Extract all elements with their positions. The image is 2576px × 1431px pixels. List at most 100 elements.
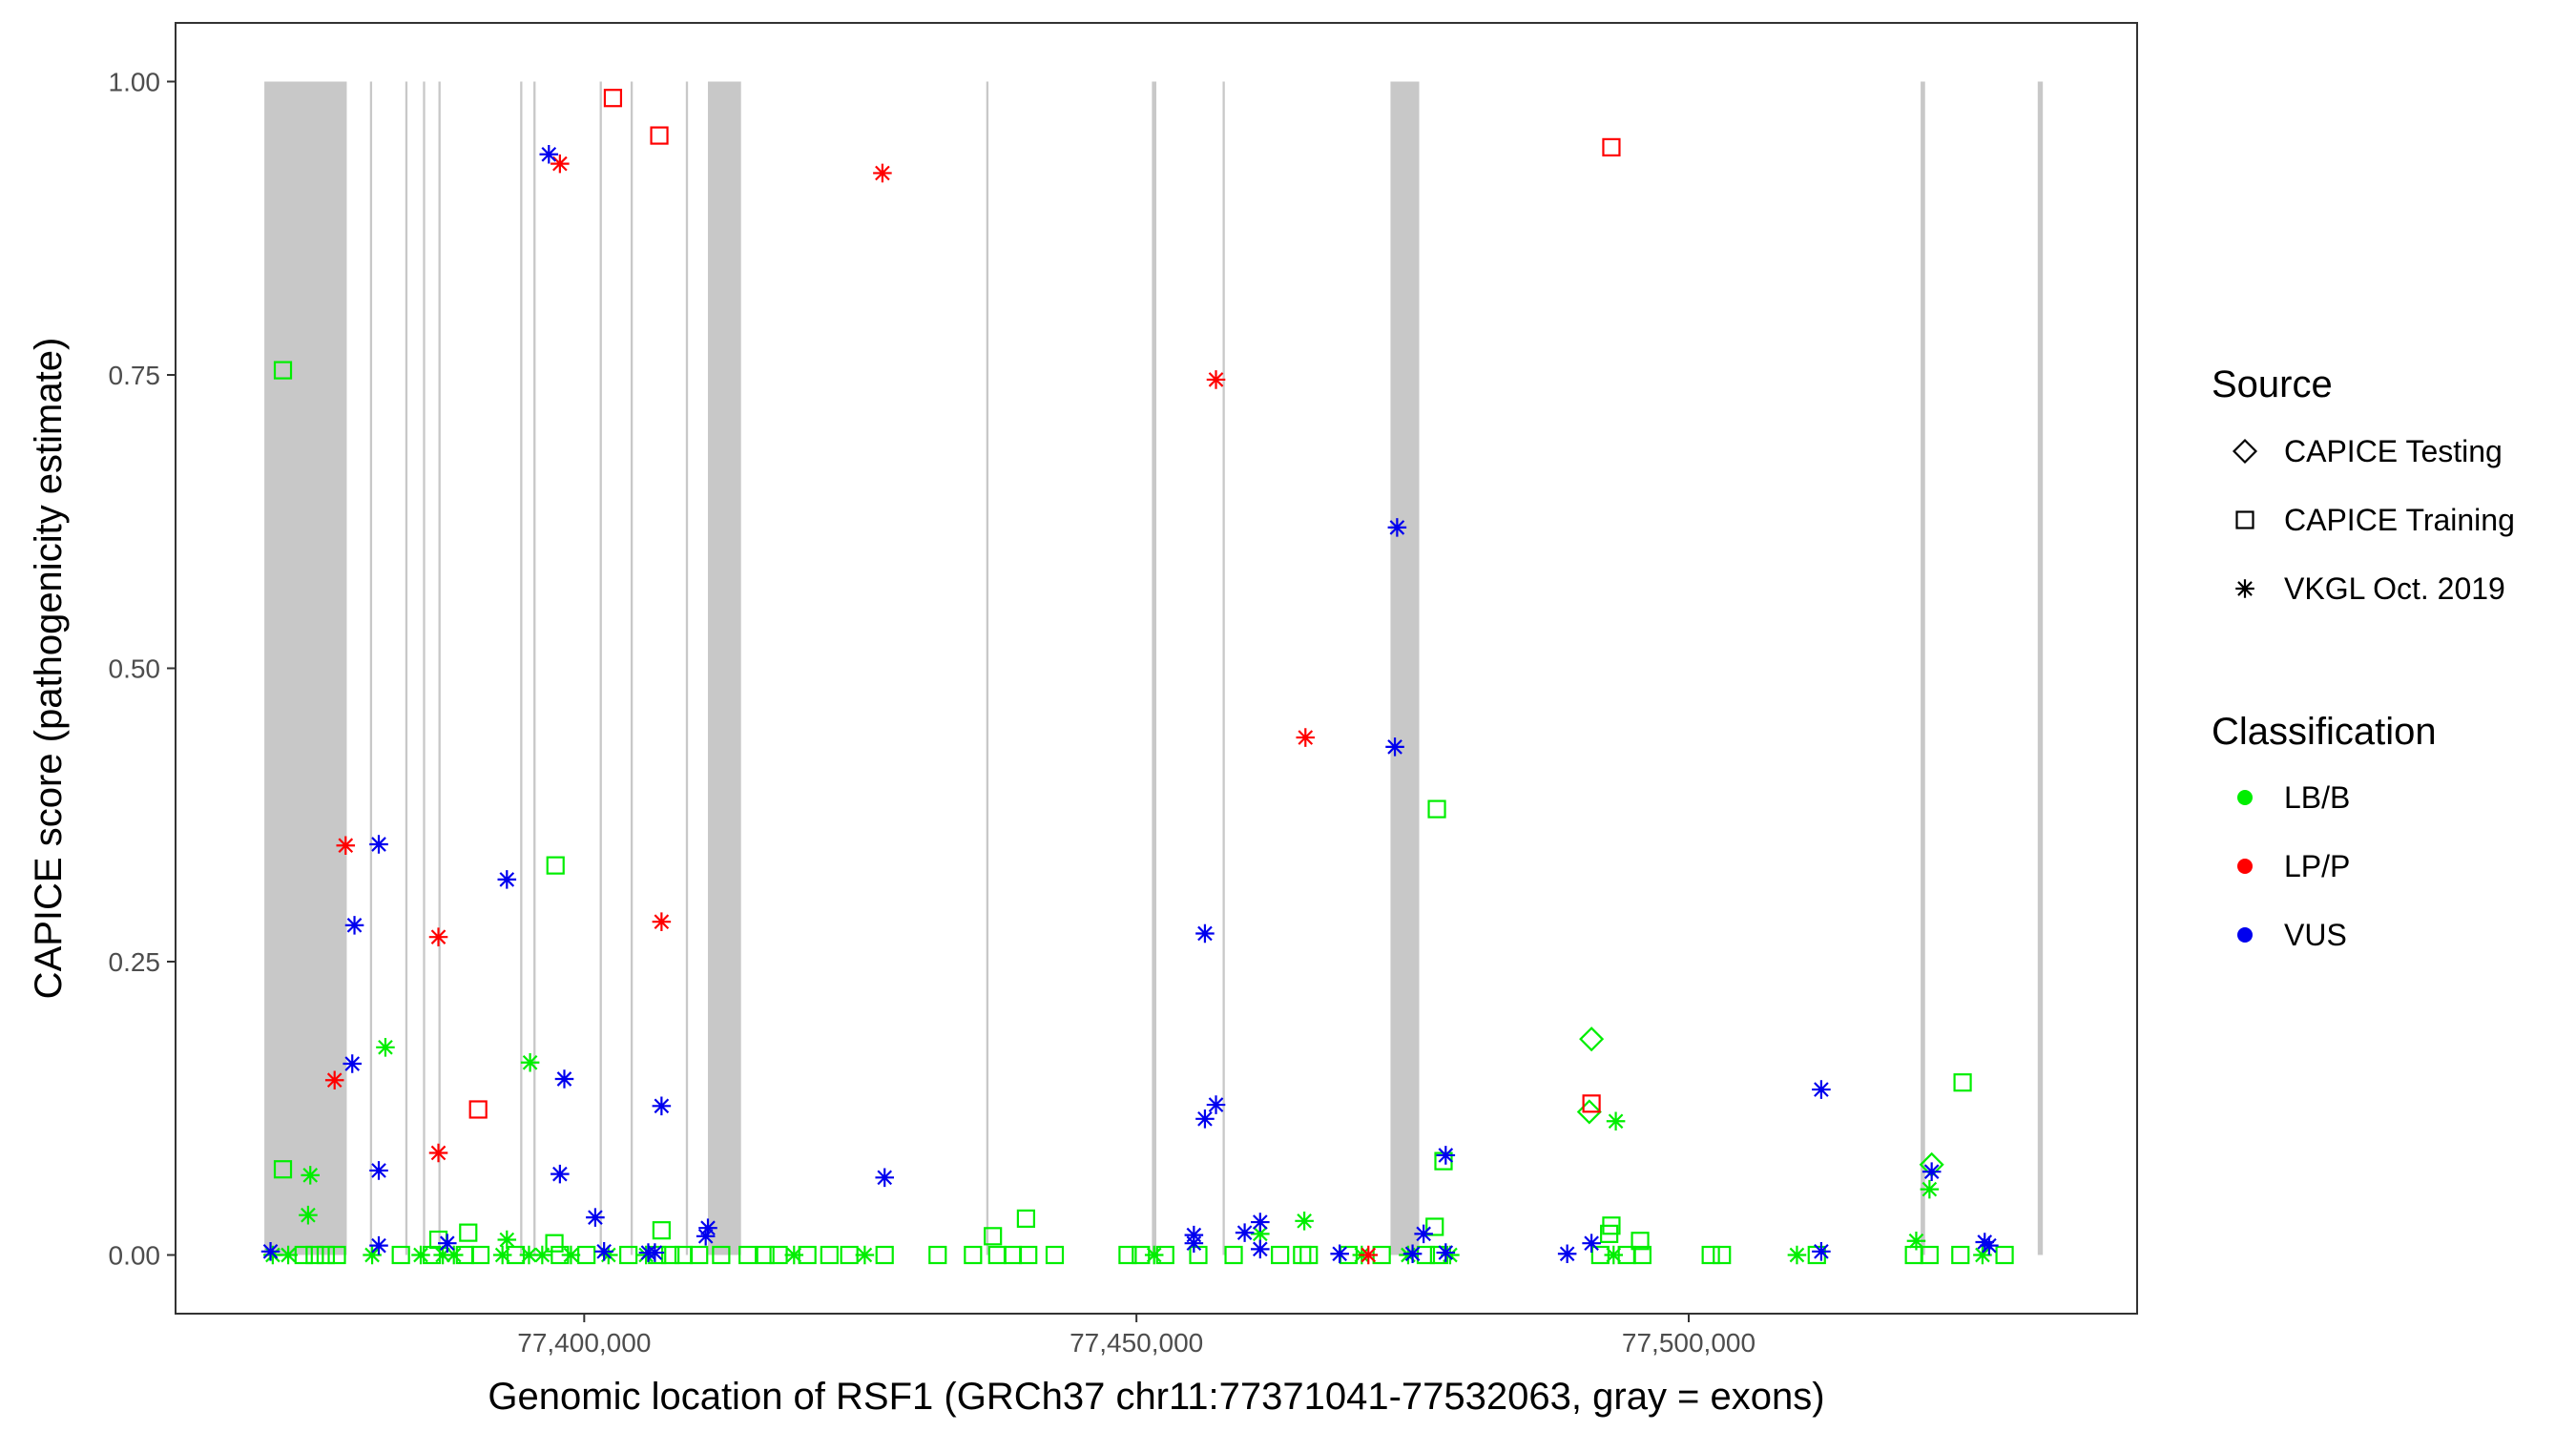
point-vkgl-lpp — [324, 1070, 344, 1090]
point-capice-training-lbb — [1904, 1245, 1923, 1265]
point-vkgl-lpp — [873, 163, 892, 183]
point-vkgl-vus — [698, 1218, 717, 1237]
point-vkgl-vus — [539, 144, 559, 164]
point-capice-training-lbb — [577, 1245, 596, 1265]
point-vkgl-vus — [1184, 1234, 1204, 1253]
point-capice-training-lbb — [273, 361, 293, 380]
point-vkgl-vus — [551, 1164, 570, 1184]
point-vkgl-vus — [1582, 1234, 1601, 1253]
point-vkgl-lbb — [1441, 1245, 1460, 1265]
point-vkgl-lbb — [520, 1053, 540, 1072]
point-vkgl-vus — [369, 1235, 388, 1255]
legend-classification-label: VUS — [2284, 918, 2347, 952]
legend-source-label: VKGL Oct. 2019 — [2284, 571, 2505, 606]
x-axis: 77,400,000 77,450,000 77,500,000 — [517, 1314, 1755, 1358]
exon-band — [685, 81, 689, 1255]
point-vkgl-lbb — [444, 1245, 464, 1265]
exon-band — [520, 81, 523, 1255]
point-vkgl-vus — [1812, 1242, 1831, 1261]
point-vkgl-lbb — [1906, 1231, 1926, 1251]
point-capice-training-lbb — [1416, 1245, 1436, 1265]
point-capice-testing-lbb — [1579, 1027, 1605, 1052]
exon-band — [405, 81, 408, 1255]
point-capice-training-lbb — [1425, 1217, 1444, 1236]
point-vkgl-lpp — [1296, 728, 1316, 747]
point-vkgl-lbb — [519, 1245, 539, 1265]
point-capice-training-lbb — [1600, 1224, 1619, 1243]
point-vkgl-vus — [875, 1168, 894, 1188]
point-vkgl-lbb — [1787, 1245, 1807, 1265]
point-capice-training-lbb — [928, 1245, 947, 1265]
point-vkgl-lbb — [855, 1245, 875, 1265]
exon-band — [1152, 81, 1156, 1255]
point-capice-training-lbb — [1701, 1245, 1720, 1265]
point-capice-training-lbb — [712, 1245, 731, 1265]
point-vkgl-vus — [1235, 1223, 1255, 1242]
legend-classification-key — [2237, 790, 2253, 805]
legend-classification-key — [2237, 859, 2253, 874]
point-capice-training-lbb — [1995, 1245, 2014, 1265]
exon-band — [533, 81, 536, 1255]
point-capice-training-lbb — [1003, 1245, 1023, 1265]
point-vkgl-lbb — [301, 1166, 321, 1185]
legend-classification-title: Classification — [2212, 711, 2437, 753]
point-capice-training-lbb — [690, 1245, 709, 1265]
point-vkgl-lbb — [561, 1245, 581, 1265]
point-capice-training-lbb — [1155, 1245, 1174, 1265]
point-vkgl-vus — [497, 870, 517, 889]
point-capice-training-lbb — [661, 1245, 680, 1265]
point-vkgl-lbb — [532, 1245, 552, 1265]
legend-source-key — [2235, 510, 2254, 529]
point-vkgl-lbb — [1973, 1245, 1992, 1265]
point-capice-training-lbb — [1427, 799, 1446, 819]
point-vkgl-vus — [369, 1161, 388, 1180]
point-vkgl-vus — [1195, 1110, 1215, 1129]
point-capice-training-lbb — [964, 1245, 983, 1265]
y-tick-label: 1.00 — [109, 68, 161, 97]
point-vkgl-vus — [438, 1234, 457, 1253]
point-vkgl-vus — [645, 1243, 665, 1262]
exon-band — [1390, 81, 1420, 1255]
point-capice-training-lbb — [984, 1227, 1003, 1246]
point-vkgl-vus — [1251, 1239, 1270, 1259]
point-capice-training-lbb — [305, 1245, 324, 1265]
point-vkgl-vus — [1436, 1146, 1456, 1165]
point-capice-training-lpp — [468, 1100, 488, 1119]
y-axis-title: CAPICE score (pathogenicity estimate) — [28, 338, 70, 1000]
point-vkgl-vus — [652, 1096, 672, 1116]
y-axis: 0.00 0.25 0.50 0.75 1.00 — [109, 68, 176, 1271]
point-capice-training-lbb — [840, 1245, 859, 1265]
point-vkgl-vus — [1436, 1243, 1456, 1262]
point-vkgl-vus — [1980, 1235, 1999, 1255]
point-vkgl-vus — [696, 1227, 716, 1246]
point-vkgl-vus — [586, 1208, 605, 1227]
point-capice-training-lbb — [470, 1245, 490, 1265]
point-vkgl-vus — [1812, 1080, 1831, 1099]
point-vkgl-vus — [343, 1054, 362, 1073]
point-vkgl-vus — [260, 1242, 280, 1261]
point-capice-training-lbb — [1953, 1073, 1972, 1092]
point-capice-training-lpp — [1582, 1094, 1601, 1113]
point-vkgl-lpp — [428, 1143, 448, 1163]
exon-band — [630, 81, 634, 1255]
point-capice-training-lbb — [316, 1245, 336, 1265]
point-vkgl-lpp — [551, 154, 570, 174]
point-capice-training-lpp — [650, 126, 669, 145]
point-vkgl-vus — [1385, 737, 1404, 757]
point-vkgl-lbb — [1604, 1245, 1624, 1265]
point-vkgl-vus — [1922, 1162, 1942, 1181]
point-capice-training-lbb — [1299, 1245, 1319, 1265]
point-capice-training-lbb — [1224, 1245, 1243, 1265]
legend-classification-key — [2237, 927, 2253, 943]
point-vkgl-lbb — [1920, 1179, 1940, 1199]
point-vkgl-lbb — [1606, 1111, 1626, 1131]
legend-source-label: CAPICE Training — [2284, 503, 2515, 537]
point-capice-training-lbb — [1189, 1245, 1208, 1265]
point-capice-training-lbb — [1713, 1245, 1732, 1265]
point-vkgl-vus — [344, 916, 364, 935]
x-tick-label: 77,450,000 — [1070, 1328, 1203, 1358]
point-capice-training-lbb — [546, 856, 565, 875]
point-capice-training-lbb — [1951, 1245, 1970, 1265]
legend: Source CAPICE Testing CAPICE Training VKGL … — [2212, 363, 2515, 952]
y-tick-label: 0.00 — [109, 1241, 161, 1271]
